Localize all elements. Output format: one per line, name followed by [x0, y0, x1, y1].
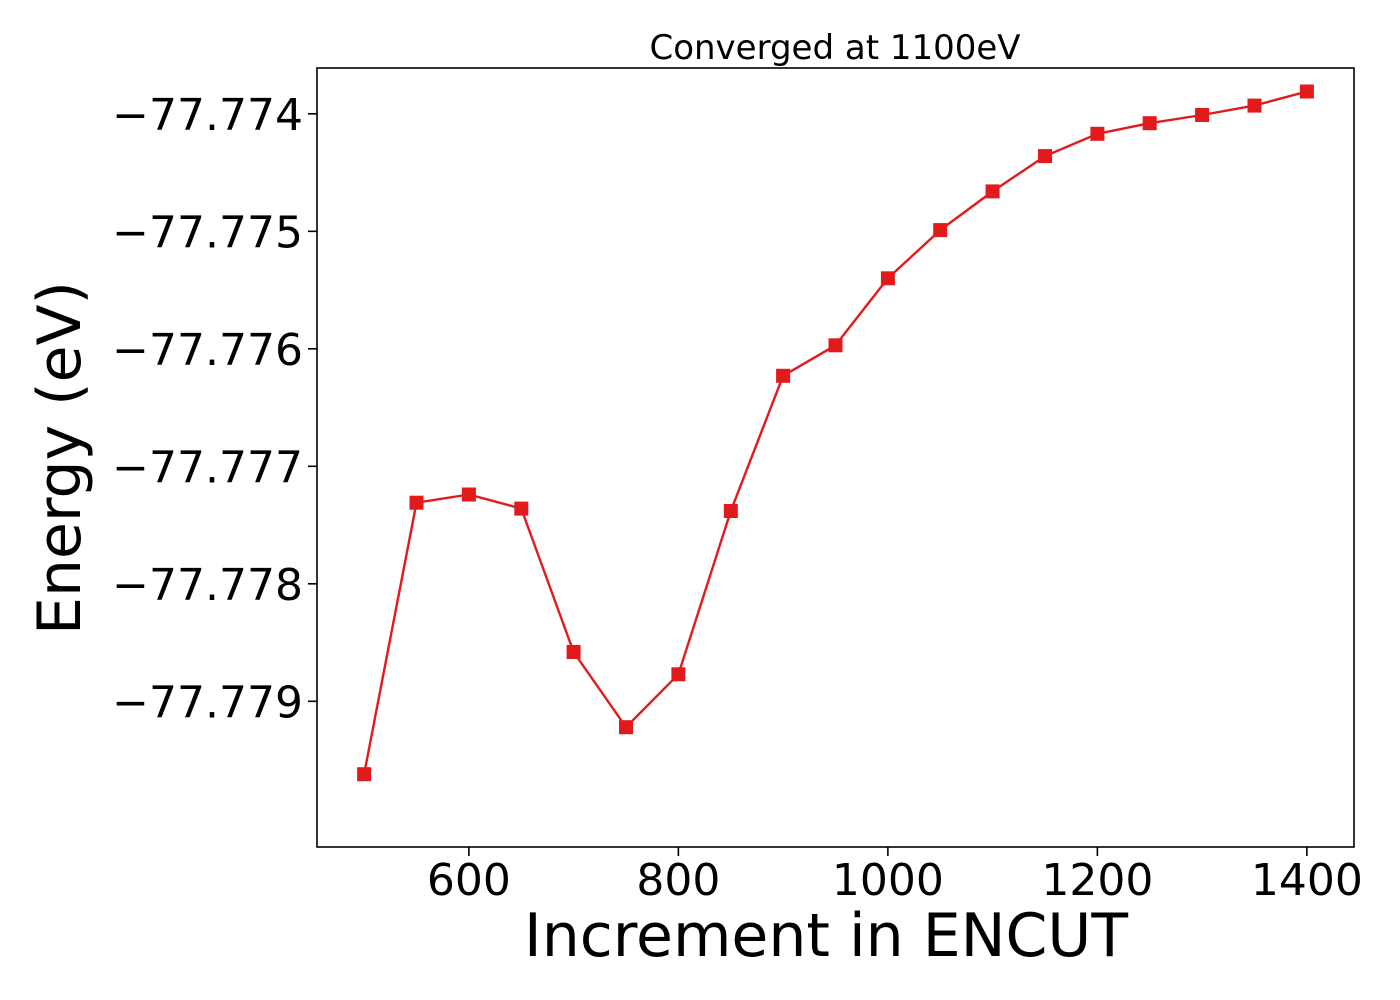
y-tick-label: −77.774 — [112, 90, 303, 141]
data-point — [671, 667, 686, 682]
plot-area — [357, 84, 1314, 782]
data-point — [723, 504, 738, 518]
data-point — [619, 720, 633, 735]
data-point — [1038, 149, 1052, 164]
x-tick-label: 800 — [636, 855, 720, 906]
y-tick-label: −77.777 — [112, 442, 303, 493]
data-point — [880, 271, 895, 286]
data-point — [461, 487, 476, 502]
data-point — [1299, 84, 1314, 99]
y-axis-label: Energy (eV) — [25, 281, 95, 635]
x-tick-label: 1000 — [832, 855, 944, 906]
chart-title: Converged at 1100eV — [649, 28, 1020, 68]
data-point — [776, 368, 791, 383]
data-point — [1195, 108, 1210, 122]
data-point — [828, 338, 843, 353]
y-tick-label: −77.779 — [112, 677, 303, 728]
data-point — [933, 223, 948, 238]
data-point — [1090, 126, 1105, 141]
y-tick-label: −77.778 — [112, 560, 303, 611]
plot-frame — [316, 67, 1355, 848]
data-point — [1142, 116, 1157, 131]
x-axis-ticks: 600 800 1000 1200 1400 — [427, 847, 1363, 906]
x-tick-label: 600 — [427, 855, 511, 906]
y-tick-label: −77.775 — [112, 207, 303, 258]
data-point — [566, 645, 581, 659]
y-axis-ticks: −77.779 −77.778 −77.777 −77.776 −77.775 −77.7… — [112, 90, 317, 728]
series-line — [362, 90, 1308, 775]
data-point — [514, 501, 529, 516]
y-tick-label: −77.776 — [112, 325, 303, 376]
data-point — [985, 184, 1000, 199]
x-tick-label: 1400 — [1251, 855, 1363, 906]
x-axis-label: Increment in ENCUT — [524, 901, 1128, 971]
x-tick-label: 1200 — [1041, 855, 1153, 906]
data-point — [357, 767, 372, 782]
data-point — [1247, 98, 1262, 113]
data-point — [409, 495, 424, 510]
